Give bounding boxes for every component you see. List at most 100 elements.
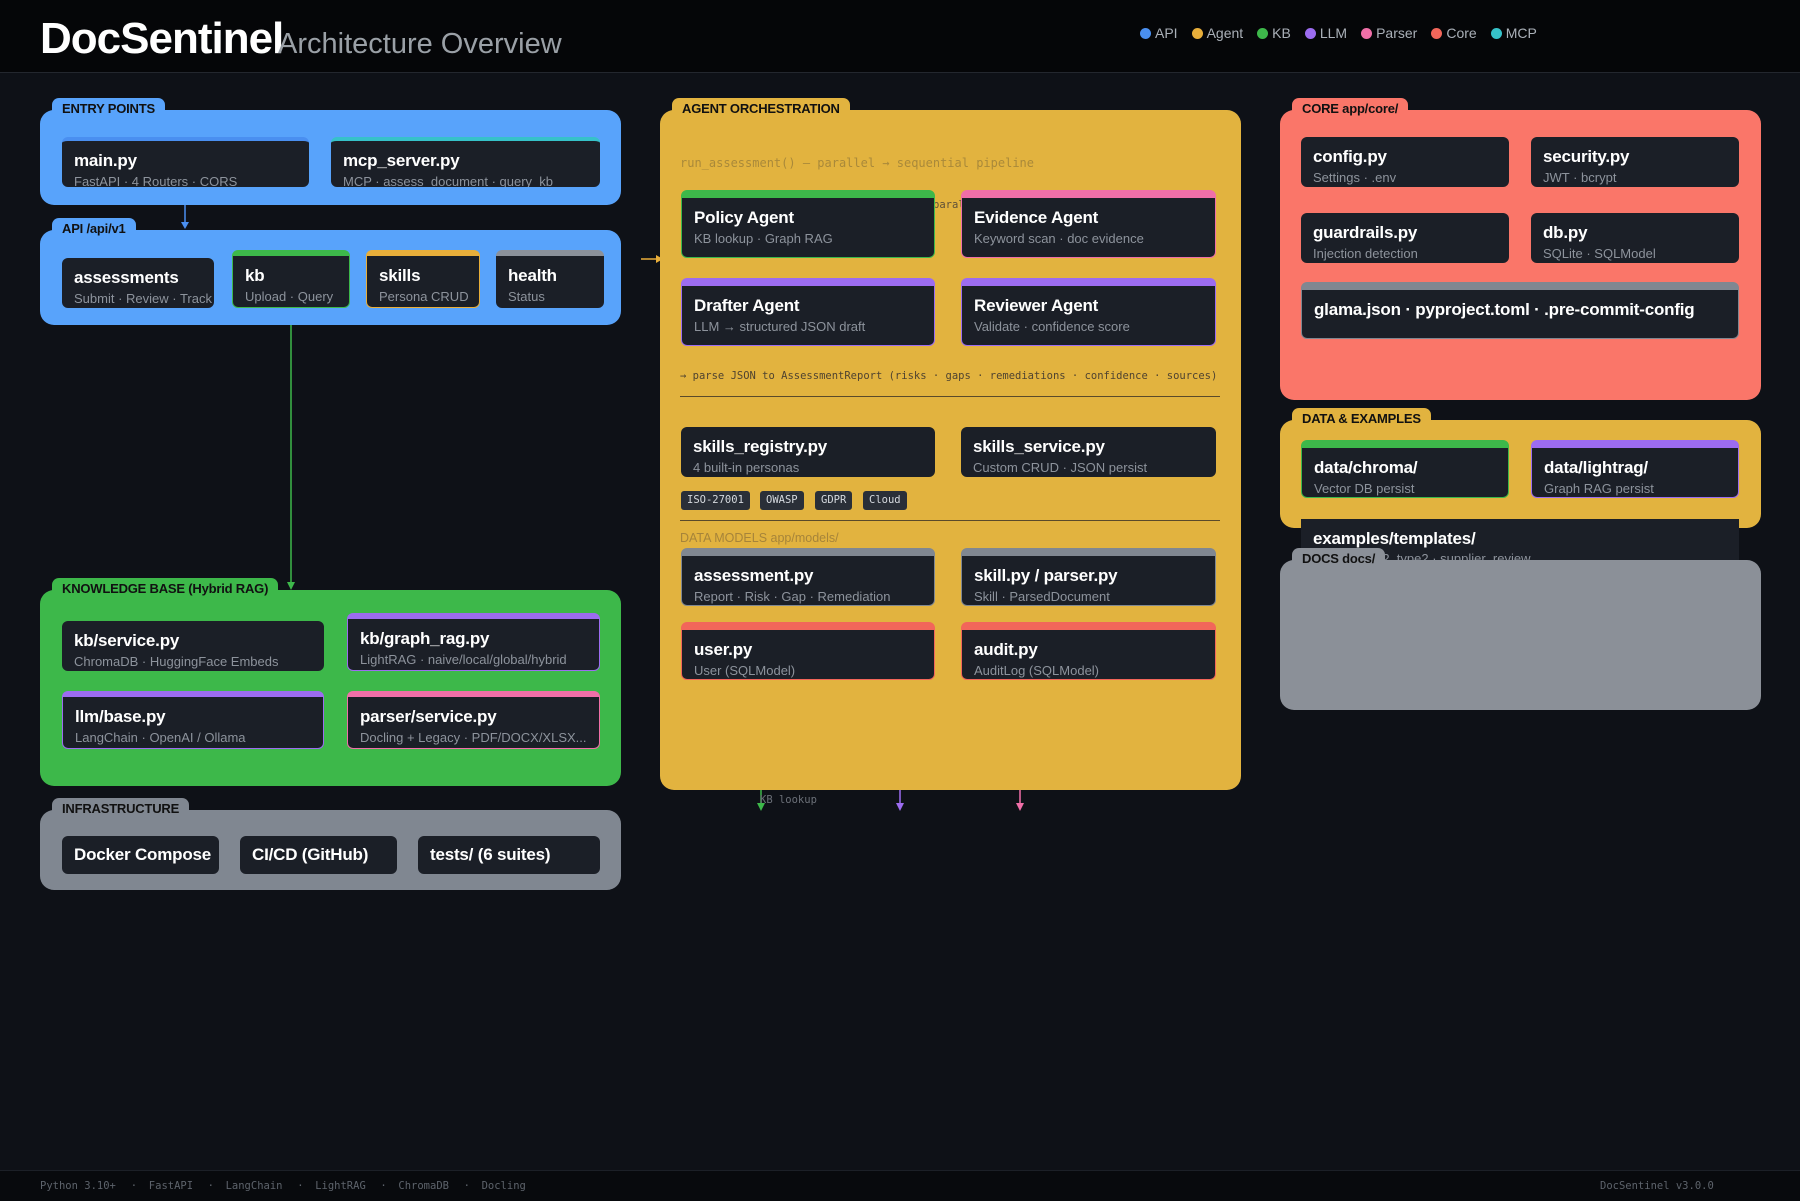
skill-parser-model[interactable]: skill.py / parser.py Skill · ParsedDocum… [961, 548, 1216, 606]
module-title: glama.json · pyproject.toml · .pre-commi… [1314, 300, 1695, 319]
persona-chip: OWASP [760, 491, 804, 510]
docs-tag: DOCS docs/ [1292, 548, 1386, 569]
docker-compose-module[interactable]: Docker Compose [62, 836, 219, 874]
agents-to-llm-arrowhead [896, 803, 904, 811]
api-to-kb-arrowhead [287, 582, 295, 590]
module-subtitle: FastAPI · 4 Routers · CORS [74, 174, 238, 187]
module-subtitle: LangChain · OpenAI / Ollama [75, 730, 246, 745]
module-title: kb/service.py [74, 631, 180, 650]
infrastructure-tag: INFRASTRUCTURE [52, 798, 190, 819]
agent-subtitle: Validate · confidence score [974, 319, 1130, 334]
module-subtitle: Graph RAG persist [1544, 481, 1654, 496]
entry-to-api-arrowhead [181, 222, 189, 229]
agents-to-kb-arrowhead [757, 803, 765, 811]
agent-orchestration-tag: AGENT ORCHESTRATION [672, 98, 850, 119]
kb-lookup-label: KB lookup [760, 794, 817, 806]
guardrails-module[interactable]: guardrails.py Injection detection [1301, 213, 1509, 263]
graph-rag-module[interactable]: kb/graph_rag.py LightRAG · naive/local/g… [347, 613, 600, 671]
agents-to-parser-arrowhead [1016, 803, 1024, 811]
module-title: data/lightrag/ [1544, 458, 1648, 477]
legend-label: Parser [1376, 25, 1418, 41]
tech-stack-separator: · [297, 1180, 304, 1192]
entry-points-tag: ENTRY POINTS [52, 98, 165, 119]
kb-service-module[interactable]: kb/service.py ChromaDB · HuggingFace Emb… [62, 621, 324, 671]
persona-chip: GDPR [815, 491, 853, 510]
module-title: Docker Compose [74, 845, 212, 864]
module-subtitle: Status [508, 289, 545, 304]
legend-item: KB [1257, 25, 1291, 41]
legend-label: KB [1272, 25, 1291, 41]
tech-stack-item: ChromaDB [398, 1180, 449, 1192]
divider-line [680, 396, 1220, 397]
policy-agent[interactable]: Policy Agent KB lookup · Graph RAG [681, 190, 935, 258]
module-subtitle: Upload · Query [245, 289, 334, 304]
legend-dot-icon [1490, 27, 1502, 39]
module-subtitle: ChromaDB · HuggingFace Embeds [74, 654, 279, 669]
reviewer-agent[interactable]: Reviewer Agent Validate · confidence sco… [961, 278, 1216, 346]
module-title: user.py [694, 640, 753, 659]
module-title: assessments [74, 268, 179, 287]
skills-route[interactable]: skills Persona CRUD [366, 250, 480, 308]
module-title: kb/graph_rag.py [360, 629, 490, 648]
agent-subtitle: KB lookup · Graph RAG [694, 231, 833, 246]
llm-base-module[interactable]: llm/base.py LangChain · OpenAI / Ollama [62, 691, 324, 749]
module-subtitle: Settings · .env [1313, 170, 1397, 185]
module-subtitle: Custom CRUD · JSON persist [973, 460, 1148, 475]
config-files-module[interactable]: glama.json · pyproject.toml · .pre-commi… [1301, 282, 1739, 339]
tech-stack-item: Docling [481, 1180, 526, 1192]
skills-registry-module[interactable]: skills_registry.py 4 built-in personas [681, 427, 935, 477]
module-title: assessment.py [694, 566, 814, 585]
legend-item: LLM [1304, 25, 1347, 41]
legend-dot-icon [1140, 27, 1151, 39]
tech-stack-item: FastAPI [148, 1180, 194, 1192]
module-subtitle: JWT · bcrypt [1543, 170, 1617, 185]
module-subtitle: Submit · Review · Track [74, 291, 212, 306]
db-module[interactable]: db.py SQLite · SQLModel [1531, 213, 1739, 263]
parse-note: → parse JSON to AssessmentReport (risks … [680, 370, 1218, 382]
chroma-data-module[interactable]: data/chroma/ Vector DB persist [1301, 440, 1509, 498]
tech-stack-item: LangChain [225, 1180, 283, 1192]
legend-item: MCP [1490, 25, 1537, 41]
api-to-agents-arrowhead [656, 255, 663, 263]
legend-label: Core [1446, 25, 1477, 41]
module-subtitle: LightRAG · naive/local/global/hybrid [360, 652, 567, 667]
module-subtitle: Persona CRUD [379, 289, 469, 304]
audit-model[interactable]: audit.py AuditLog (SQLModel) [961, 622, 1216, 680]
security-module[interactable]: security.py JWT · bcrypt [1531, 137, 1739, 187]
agent-title: Drafter Agent [694, 296, 800, 315]
config-module[interactable]: config.py Settings · .env [1301, 137, 1509, 187]
lightrag-data-module[interactable]: data/lightrag/ Graph RAG persist [1531, 440, 1739, 498]
skills-service-module[interactable]: skills_service.py Custom CRUD · JSON per… [961, 427, 1216, 477]
module-title: config.py [1313, 147, 1387, 166]
kb-route[interactable]: kb Upload · Query [232, 250, 350, 308]
module-subtitle: User (SQLModel) [694, 663, 796, 678]
module-title: skills_registry.py [693, 437, 828, 456]
module-title: main.py [74, 151, 137, 170]
legend-dot-icon [1304, 27, 1316, 39]
main-py-module[interactable]: main.py FastAPI · 4 Routers · CORS [62, 137, 309, 187]
cicd-module[interactable]: CI/CD (GitHub) [240, 836, 397, 874]
module-subtitle: Report · Risk · Gap · Remediation [694, 589, 891, 604]
legend-label: API [1155, 25, 1178, 41]
agent-subtitle: LLM → structured JSON draft [694, 319, 866, 334]
module-title: tests/ (6 suites) [430, 845, 551, 864]
persona-chip: Cloud [863, 491, 907, 510]
parser-service-module[interactable]: parser/service.py Docling + Legacy · PDF… [347, 691, 600, 749]
tests-module[interactable]: tests/ (6 suites) [418, 836, 600, 874]
evidence-agent[interactable]: Evidence Agent Keyword scan · doc eviden… [961, 190, 1216, 258]
module-title: mcp_server.py [343, 151, 460, 170]
tech-stack-separator: · [380, 1180, 387, 1192]
version-label: DocSentinel v3.0.0 [1600, 1180, 1714, 1192]
legend-dot-icon [1361, 27, 1373, 39]
legend-item: Agent [1191, 25, 1244, 41]
module-subtitle: Docling + Legacy · PDF/DOCX/XLSX... [360, 730, 587, 745]
user-model[interactable]: user.py User (SQLModel) [681, 622, 935, 680]
legend-label: Agent [1206, 25, 1244, 41]
health-route[interactable]: health Status [496, 250, 604, 308]
drafter-agent[interactable]: Drafter Agent LLM → structured JSON draf… [681, 278, 935, 346]
page-subtitle: Architecture Overview [278, 28, 562, 60]
assessments-route[interactable]: assessments Submit · Review · Track [62, 258, 214, 308]
assessment-model[interactable]: assessment.py Report · Risk · Gap · Reme… [681, 548, 935, 606]
mcp-server-module[interactable]: mcp_server.py MCP · assess_document · qu… [331, 137, 600, 187]
